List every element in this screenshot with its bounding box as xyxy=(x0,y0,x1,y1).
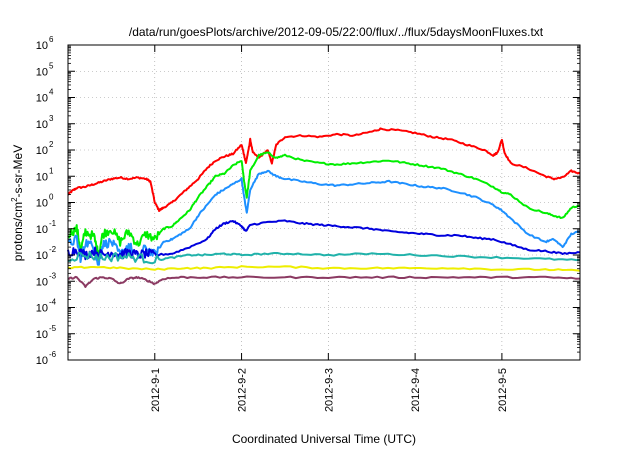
series-line xyxy=(67,251,581,265)
y-tick-label: 10 xyxy=(36,145,48,157)
series-line xyxy=(67,151,581,261)
y-axis-title-main: protons/cm xyxy=(11,202,25,261)
series-line xyxy=(67,169,581,266)
y-tick-exponent: 1 xyxy=(49,166,54,175)
y-axis-title-unit: -s-sr-MeV xyxy=(11,145,25,198)
y-tick-exponent: 5 xyxy=(49,61,54,70)
y-tick-label: 10 xyxy=(36,171,48,183)
y-tick-label: 10 xyxy=(36,276,48,288)
chart-title: /data/run/goesPlots/archive/2012-09-05/2… xyxy=(129,25,544,39)
y-tick-label: 10 xyxy=(36,224,48,236)
y-tick-label: 10 xyxy=(36,303,48,315)
grid-lines xyxy=(68,45,580,360)
x-tick-label: 2012-9-3 xyxy=(323,368,335,412)
series-line xyxy=(67,127,581,212)
y-tick-label: 10 xyxy=(36,93,48,105)
x-axis-ticks: 2012-9-1 2012-9-2 2012-9-3 2012-9-4 2012-9-5 xyxy=(150,45,509,412)
y-tick-exponent: -5 xyxy=(49,324,57,333)
y-tick-label: 10 xyxy=(36,355,48,367)
y-axis-title: protons/cm2-s-sr-MeV xyxy=(10,145,25,261)
series-line xyxy=(67,275,581,288)
series-lines xyxy=(67,127,581,288)
y-tick-label: 10 xyxy=(36,329,48,341)
x-tick-label: 2012-9-5 xyxy=(497,368,509,412)
y-tick-exponent: 4 xyxy=(49,88,54,97)
y-tick-label: 10 xyxy=(36,198,48,210)
y-tick-label: 10 xyxy=(36,250,48,262)
y-tick-exponent: -2 xyxy=(49,245,57,254)
y-tick-exponent: -3 xyxy=(49,271,57,280)
y-tick-label: 10 xyxy=(36,40,48,52)
x-axis-title: Coordinated Universal Time (UTC) xyxy=(232,432,416,446)
y-tick-label: 10 xyxy=(36,66,48,78)
x-tick-label: 2012-9-2 xyxy=(237,368,249,412)
y-tick-exponent: 2 xyxy=(49,140,54,149)
y-tick-label: 10 xyxy=(36,119,48,131)
y-tick-exponent: -1 xyxy=(49,219,57,228)
y-axis-ticks: 10-610-510-410-310-210-11001011021031041… xyxy=(36,35,580,367)
series-line xyxy=(67,265,581,272)
y-axis-title-superscript: 2 xyxy=(10,197,19,202)
x-tick-label: 2012-9-1 xyxy=(150,368,162,412)
x-tick-label: 2012-9-4 xyxy=(410,368,422,412)
y-tick-exponent: 0 xyxy=(49,193,54,202)
y-tick-exponent: -6 xyxy=(49,350,57,359)
y-tick-exponent: -4 xyxy=(49,298,57,307)
series-line xyxy=(67,219,581,261)
y-tick-exponent: 6 xyxy=(49,35,54,44)
y-tick-exponent: 3 xyxy=(49,114,54,123)
